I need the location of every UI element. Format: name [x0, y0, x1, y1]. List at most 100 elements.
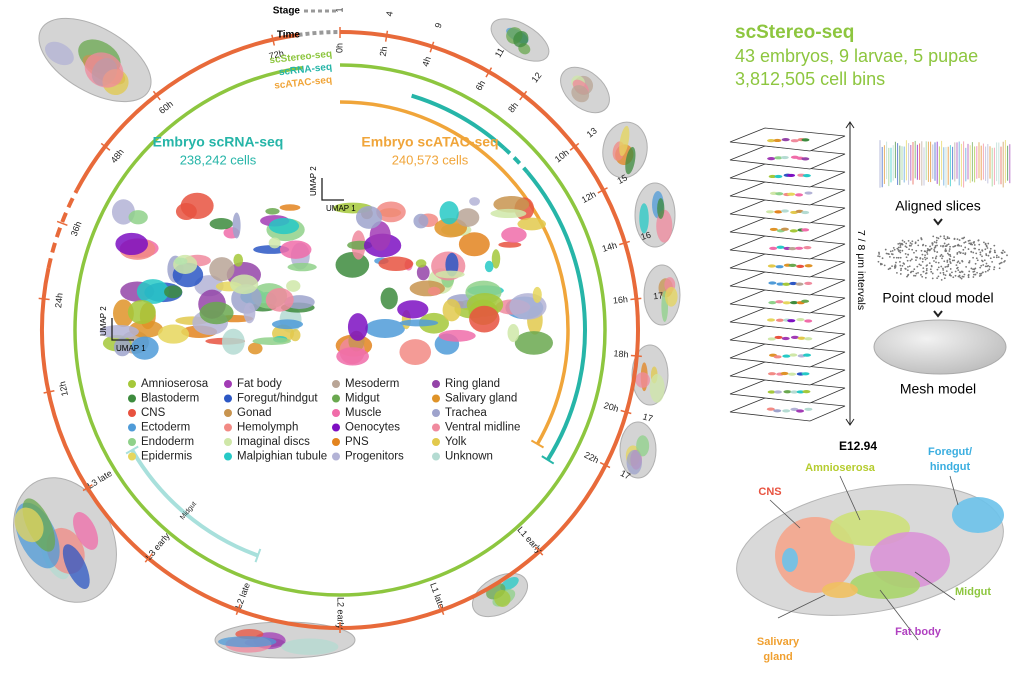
slice-cells — [767, 156, 776, 161]
point-cloud-dot — [943, 260, 946, 263]
point-cloud-dot — [896, 271, 898, 274]
point-cloud-dot — [922, 270, 925, 273]
legend-swatch — [128, 452, 136, 461]
umap-axes — [111, 318, 134, 341]
leader-line — [777, 594, 826, 619]
point-cloud-dot — [933, 249, 936, 251]
point-cloud-dot — [974, 262, 977, 265]
umap-cluster — [268, 218, 300, 235]
point-cloud-dot — [943, 242, 946, 245]
point-cloud-dot — [958, 262, 961, 265]
point-cloud-dot — [984, 265, 987, 268]
point-cloud-dot — [973, 247, 976, 250]
point-cloud-dot — [924, 244, 927, 247]
point-cloud-dot — [917, 244, 920, 247]
slice-cells — [766, 407, 775, 411]
slice-cells — [801, 157, 810, 161]
umap-cluster — [287, 262, 317, 272]
point-cloud-dot — [944, 238, 947, 241]
legend-swatch — [332, 409, 340, 417]
point-cloud-dot — [939, 235, 942, 238]
point-cloud-dot — [944, 266, 947, 268]
legend-swatch — [224, 380, 232, 388]
legend-label: Endoderm — [141, 436, 194, 448]
point-cloud-dot — [946, 252, 949, 255]
point-cloud-dot — [935, 239, 938, 242]
point-cloud-dot — [911, 248, 914, 251]
track-scrna — [502, 146, 530, 174]
legend-swatch — [128, 423, 136, 432]
legend-swatch — [432, 394, 440, 403]
umap-cluster — [136, 279, 169, 304]
point-cloud-dot — [877, 255, 880, 258]
point-cloud-dot — [929, 245, 931, 248]
legend-label: PNS — [345, 436, 369, 448]
point-cloud-dot — [974, 273, 977, 276]
time-tick — [519, 90, 528, 101]
slice-cells — [796, 409, 805, 413]
track-scstereo — [73, 63, 607, 597]
time-tick — [56, 220, 68, 227]
point-cloud-dot — [897, 256, 900, 259]
point-cloud-dot — [931, 242, 934, 245]
point-cloud-dot — [937, 261, 940, 264]
point-cloud-dot — [909, 271, 912, 274]
umap-cluster — [173, 254, 198, 274]
slice-cells — [802, 353, 811, 357]
point-cloud-dot — [998, 267, 1001, 270]
point-cloud-dot — [942, 273, 945, 276]
slice-cells — [801, 228, 810, 232]
umap-cluster — [335, 252, 370, 278]
legend-swatch — [224, 423, 232, 432]
point-cloud-dot — [913, 251, 915, 254]
point-cloud-dot — [973, 240, 976, 243]
slice-cells — [782, 282, 791, 286]
umap-y-label: UMAP 2 — [99, 306, 108, 336]
model-tissue — [782, 548, 798, 572]
umap-cluster — [243, 302, 256, 324]
point-cloud-dot — [974, 267, 977, 270]
point-cloud-dot — [988, 268, 991, 271]
tissue — [657, 198, 665, 219]
legend-label: Midgut — [345, 393, 380, 405]
legend-label: CNS — [141, 407, 166, 419]
point-cloud-dot — [957, 269, 960, 272]
time-label: L1 early — [515, 525, 544, 556]
point-cloud-dot — [893, 256, 895, 259]
time-tick — [429, 41, 435, 53]
point-cloud-dot — [1003, 251, 1006, 254]
umap-cluster — [230, 274, 259, 295]
umap-cluster — [365, 318, 405, 338]
legend-label: Trachea — [445, 407, 487, 419]
point-cloud-dot — [937, 266, 940, 269]
point-cloud-dot — [932, 235, 935, 238]
point-cloud-dot — [907, 253, 909, 256]
point-cloud-dot — [953, 259, 956, 262]
point-cloud-dot — [979, 253, 982, 256]
point-cloud-dot — [962, 252, 965, 255]
point-cloud-dot — [908, 248, 911, 251]
embryo-model — [643, 264, 681, 326]
point-cloud-dot — [916, 265, 919, 268]
legend-swatch — [332, 394, 340, 403]
slice-cells — [783, 390, 792, 394]
embryo-model — [619, 421, 657, 479]
umap-cluster — [99, 324, 139, 339]
legend-label: Fat body — [237, 378, 282, 390]
track-end — [254, 548, 262, 563]
point-cloud-dot — [920, 237, 923, 239]
point-cloud-dot — [899, 264, 902, 267]
point-cloud-dot — [897, 246, 900, 249]
point-cloud-dot — [985, 254, 988, 257]
time-tick — [599, 461, 611, 469]
slice-cells — [767, 318, 776, 322]
time-tick — [485, 67, 493, 78]
legend-label: Ectoderm — [141, 422, 190, 434]
slice-cells — [776, 282, 785, 286]
point-cloud-dot — [885, 252, 888, 255]
point-cloud-dot — [988, 265, 991, 268]
slice-cells — [804, 281, 813, 285]
point-cloud-dot — [881, 263, 883, 266]
umap-cluster — [279, 204, 301, 211]
